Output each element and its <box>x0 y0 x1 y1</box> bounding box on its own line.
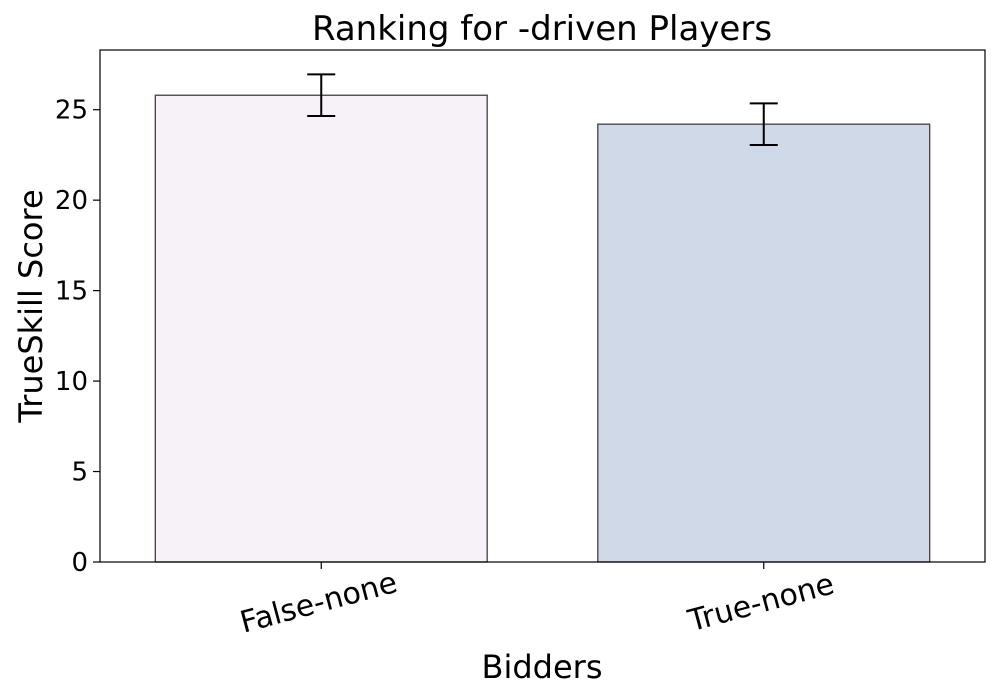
y-axis-label: TrueSkill Score <box>12 189 50 423</box>
y-tick-label: 20 <box>55 186 88 216</box>
y-tick-label: 5 <box>71 458 88 488</box>
y-axis-ticks: 0 5 10 15 20 25 <box>55 96 100 578</box>
bar <box>154 94 488 563</box>
bar <box>597 123 931 563</box>
y-tick-label: 0 <box>71 548 88 578</box>
error-bars-layer <box>307 73 778 146</box>
bars-layer <box>154 94 931 563</box>
y-tick-label: 25 <box>55 96 88 126</box>
y-tick-label: 15 <box>55 277 88 307</box>
plot-frame <box>99 49 986 563</box>
chart-title: Ranking for -driven Players <box>312 9 772 49</box>
y-tick-label: 10 <box>55 367 88 397</box>
x-axis-label: Bidders <box>482 648 603 686</box>
